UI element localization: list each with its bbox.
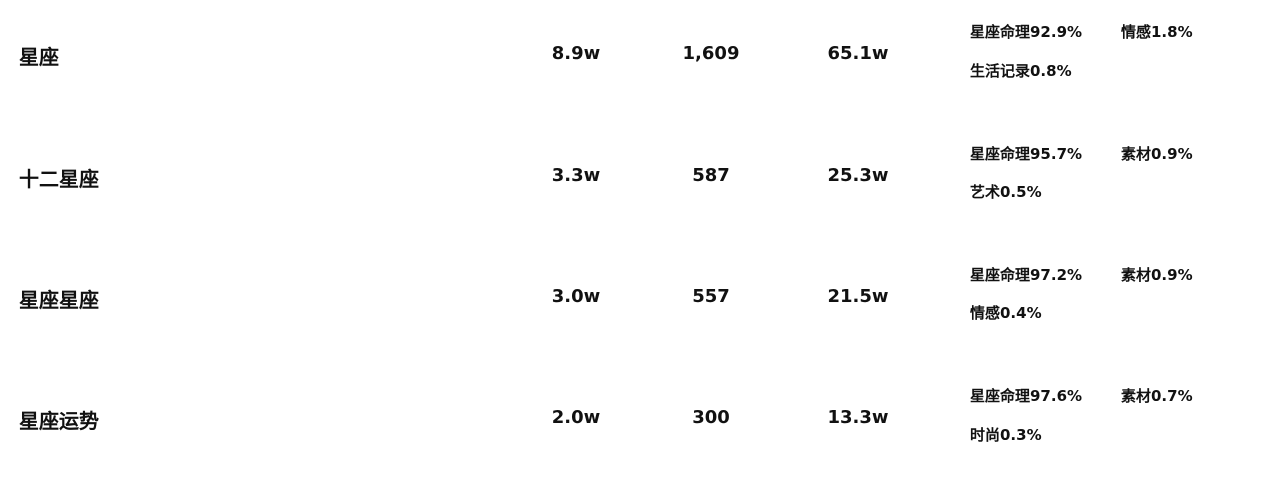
metric-a: 3.0w — [551, 286, 601, 307]
category-share: 星座命理92.9% — [970, 23, 1083, 41]
category-share: 星座命理97.2% — [970, 266, 1083, 284]
category-share: 艺术0.5% — [970, 183, 1042, 201]
metric-b: 587 — [692, 165, 730, 186]
keyword-name[interactable]: 十二星座 — [19, 167, 99, 191]
table-row[interactable]: 十二星座 3.3w 587 25.3w 星座命理95.7% 素材0.9% 艺术0… — [0, 121, 1280, 242]
metric-c: 21.5w — [827, 286, 889, 307]
table-row[interactable]: 星座 8.9w 1,609 65.1w 星座命理92.9% 情感1.8% 生活记… — [0, 0, 1280, 121]
category-share: 素材0.9% — [1121, 145, 1193, 163]
category-share: 星座命理97.6% — [970, 387, 1083, 405]
metric-b: 557 — [692, 286, 730, 307]
table-row[interactable]: 星座运势 2.0w 300 13.3w 星座命理97.6% 素材0.7% 时尚0… — [0, 363, 1280, 484]
metric-c: 25.3w — [827, 165, 889, 186]
metric-b: 1,609 — [682, 43, 740, 64]
category-share: 情感1.8% — [1121, 23, 1193, 41]
category-share: 生活记录0.8% — [970, 62, 1072, 80]
table-row[interactable]: 星座星座 3.0w 557 21.5w 星座命理97.2% 素材0.9% 情感0… — [0, 242, 1280, 363]
keyword-table: 星座 8.9w 1,609 65.1w 星座命理92.9% 情感1.8% 生活记… — [0, 0, 1280, 444]
category-share: 素材0.7% — [1121, 387, 1193, 405]
metric-a: 2.0w — [551, 407, 601, 428]
category-share: 星座命理95.7% — [970, 145, 1083, 163]
keyword-name[interactable]: 星座星座 — [19, 288, 99, 312]
category-share: 情感0.4% — [970, 304, 1042, 322]
metric-a: 3.3w — [551, 165, 601, 186]
category-share: 时尚0.3% — [970, 426, 1042, 444]
category-share: 素材0.9% — [1121, 266, 1193, 284]
keyword-name[interactable]: 星座 — [19, 45, 59, 69]
keyword-name[interactable]: 星座运势 — [19, 409, 99, 433]
metric-c: 65.1w — [827, 43, 889, 64]
metric-b: 300 — [692, 407, 730, 428]
metric-c: 13.3w — [827, 407, 889, 428]
metric-a: 8.9w — [551, 43, 601, 64]
